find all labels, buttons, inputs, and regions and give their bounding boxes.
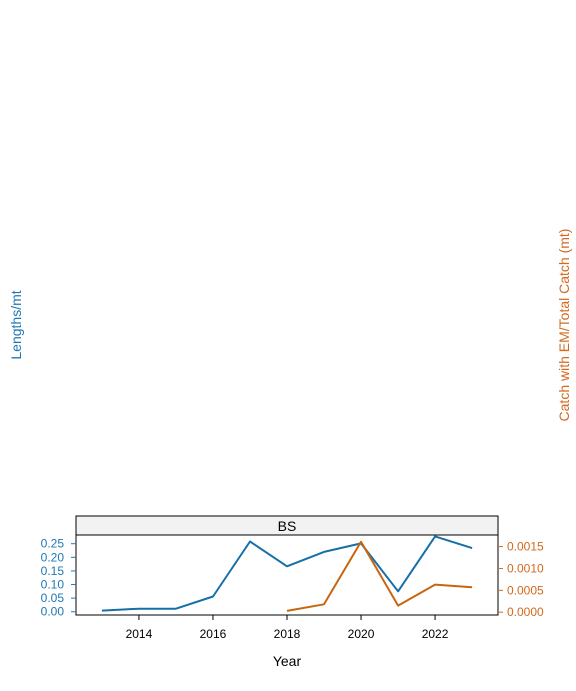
x-tick-label: 2018 (274, 627, 301, 641)
series-line-right (286, 540, 473, 612)
y-left-tick-label: 0.05 (41, 591, 65, 605)
y-right-tick-label: 0.0000 (507, 605, 544, 619)
x-tick-label: 2014 (126, 627, 153, 641)
y-left-tick-label: 0.10 (41, 578, 65, 592)
y-left-tick-label: 0.00 (41, 605, 65, 619)
y-left-tick-label: 0.15 (41, 564, 65, 578)
x-axis-label: Year (273, 653, 302, 669)
y-axis-left: 0.000.050.100.150.200.25 (41, 537, 76, 619)
plot-frame (75, 534, 499, 616)
x-axis: 2014 2016 2018 2020 2022 (126, 615, 449, 641)
x-tick-label: 2020 (348, 627, 375, 641)
x-tick-label: 2016 (200, 627, 227, 641)
y-axis-left-label: Lengths/mt (8, 290, 24, 359)
series-line-left (101, 535, 473, 612)
panel-title: BS (278, 518, 297, 534)
x-tick-label: 2022 (422, 627, 449, 641)
y-axis-right-label: Catch with EM/Total Catch (mt) (556, 229, 572, 422)
y-left-tick-label: 0.25 (41, 537, 65, 551)
y-axis-right: 0.0000 0.0005 0.0010 0.0015 (498, 540, 544, 619)
y-right-tick-label: 0.0005 (507, 583, 544, 597)
y-right-tick-label: 0.0010 (507, 561, 544, 575)
series-layer (101, 535, 473, 612)
y-left-tick-label: 0.20 (41, 550, 65, 564)
y-right-tick-label: 0.0015 (507, 540, 544, 554)
